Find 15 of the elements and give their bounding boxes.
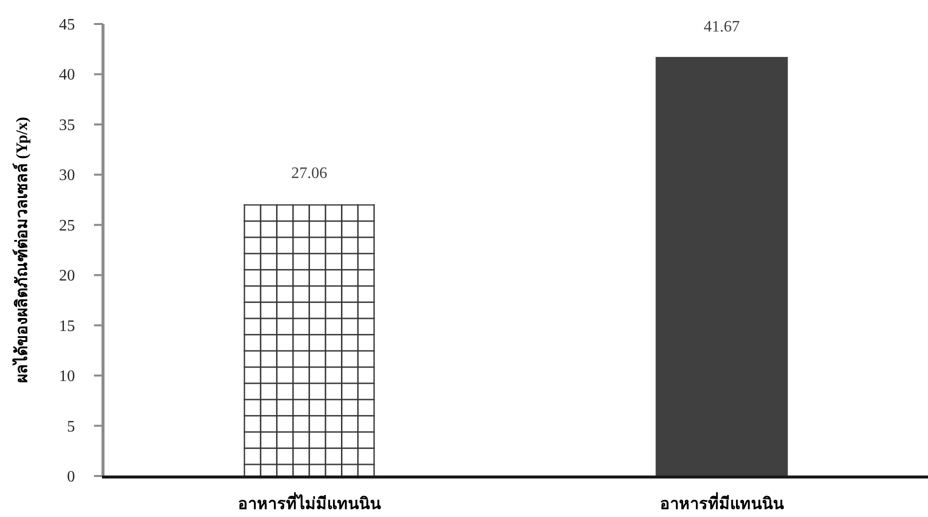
- y-axis-title: ผลได้ของผลิตภัณฑ์ต่อมวลเซลล์ (Yp/x): [12, 116, 31, 384]
- data-label: 41.67: [704, 18, 740, 36]
- x-tick-label: อาหารที่ไม่มีแทนนิน: [238, 492, 381, 513]
- y-tick-label: 40: [59, 66, 75, 84]
- y-tick-label: 30: [59, 167, 75, 184]
- y-tick-label: 20: [59, 268, 75, 285]
- y-tick-label: 25: [59, 217, 75, 234]
- y-tick-label: 45: [59, 16, 75, 34]
- y-tick-label: 10: [59, 368, 75, 386]
- y-tick-label: 0: [67, 468, 75, 486]
- data-label: 27.06: [291, 165, 328, 182]
- y-tick-label: 15: [59, 318, 75, 335]
- x-tick-label: อาหารที่มีแทนนิน: [660, 492, 784, 513]
- y-tick-label: 35: [59, 116, 75, 134]
- y-tick-label: 5: [67, 418, 75, 436]
